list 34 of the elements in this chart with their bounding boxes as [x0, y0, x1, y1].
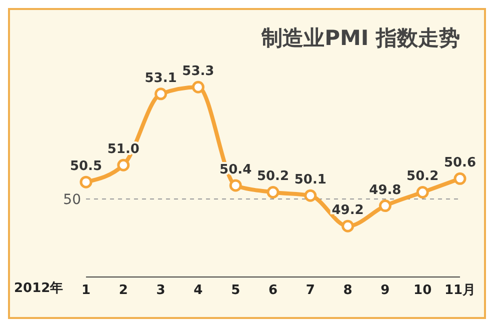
x-tick-label: 2	[118, 283, 128, 298]
point	[154, 88, 168, 100]
data-label: 53.1	[144, 70, 177, 86]
point	[304, 189, 317, 202]
ref-line-label: 50	[63, 192, 81, 208]
point	[266, 186, 280, 198]
data-label: 50.5	[70, 159, 102, 174]
data-label: 50.2	[406, 169, 439, 184]
x-tick-label: 4	[194, 283, 203, 298]
point	[416, 186, 429, 198]
x-tick-label: 3	[156, 283, 166, 298]
x-tick-label: 7	[306, 283, 315, 298]
chart-title: 制造业PMI 指数走势	[262, 25, 460, 52]
x-tick-label: 5	[231, 283, 240, 298]
x-tick-label: 6	[268, 283, 278, 298]
point	[342, 220, 354, 232]
x-tick-label: 10	[414, 283, 432, 298]
data-label: 49.8	[369, 182, 402, 198]
data-label: 53.3	[182, 64, 214, 80]
data-label: 50.6	[444, 156, 476, 171]
data-label: 50.1	[294, 172, 326, 188]
x-axis-title: 2012年	[14, 280, 64, 297]
point	[378, 200, 392, 212]
data-label: 50.2	[256, 169, 290, 184]
x-tick-label: 8	[343, 283, 352, 298]
point	[117, 158, 130, 172]
point	[80, 176, 92, 188]
x-tick-label: 9	[380, 283, 390, 298]
data-label: 49.2	[332, 203, 364, 218]
point	[454, 172, 466, 185]
point	[192, 80, 204, 94]
x-tick-label: 1	[81, 283, 91, 298]
x-tick-label: 11月	[444, 283, 476, 298]
point	[229, 179, 242, 192]
